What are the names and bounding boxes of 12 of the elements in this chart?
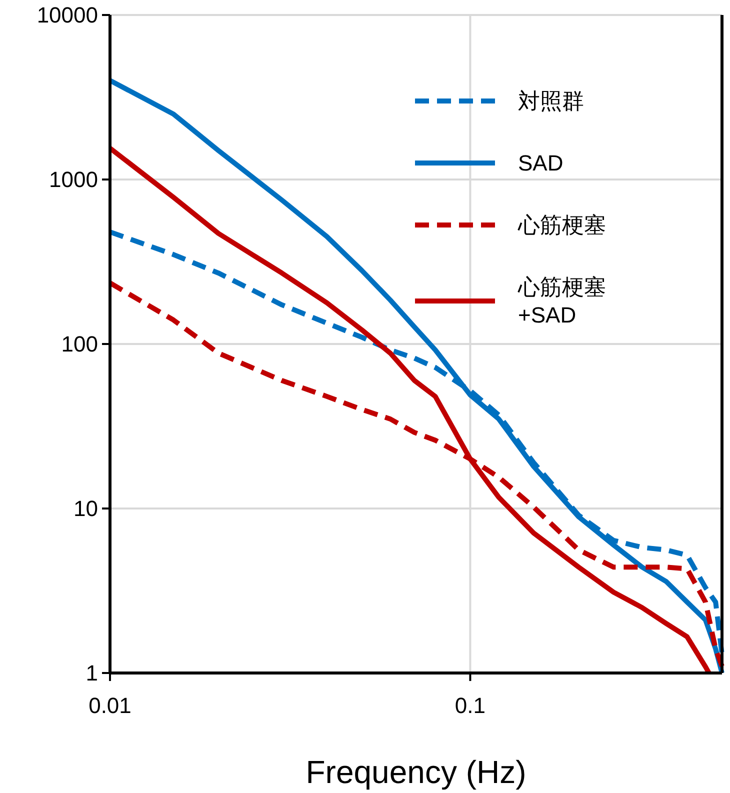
legend-label: SAD xyxy=(518,150,564,176)
y-tick-label: 10 xyxy=(74,496,98,522)
y-tick-label: 10000 xyxy=(36,2,98,28)
legend-label: 心筋梗塞 +SAD xyxy=(517,274,606,328)
y-tick-label: 1000 xyxy=(49,167,98,192)
x-axis-title: Frequency (Hz) xyxy=(306,754,526,790)
x-tick-label: 0.01 xyxy=(88,693,132,718)
y-tick-label: 1 xyxy=(86,660,98,686)
legend-label: 心筋梗塞 xyxy=(517,212,606,238)
legend-label: 対照群 xyxy=(518,88,584,114)
y-tick-label: 100 xyxy=(61,332,98,357)
x-tick-label: 0.1 xyxy=(454,693,486,718)
